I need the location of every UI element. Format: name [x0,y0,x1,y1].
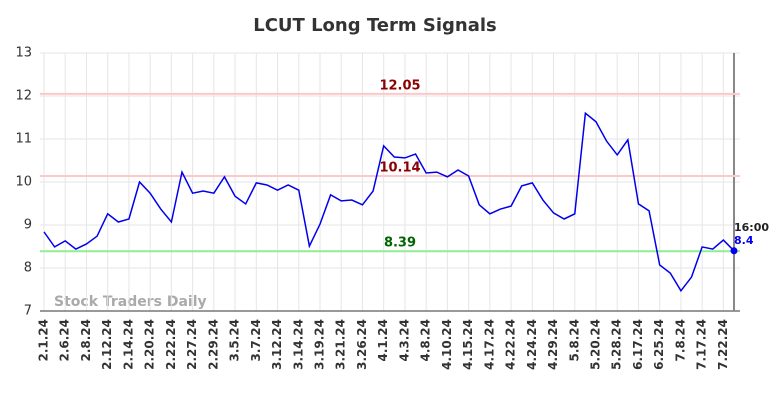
watermark: Stock Traders Daily [54,294,207,310]
x-tick-label: 2.20.24 [143,319,157,370]
end-time: 16:00 [734,221,769,234]
x-tick-label: 7.17.24 [695,319,709,370]
x-tick-label: 3.12.24 [270,319,284,370]
x-tick-label: 4.15.24 [461,319,475,370]
x-tick-label: 2.8.24 [79,319,93,362]
end-label: 8.4 [734,234,754,247]
last-point [730,247,738,255]
x-tick-label: 7.8.24 [673,319,687,362]
y-tick-label: 12 [15,89,32,104]
x-tick-label: 2.22.24 [164,319,178,370]
x-tick-label: 3.21.24 [334,319,348,370]
y-tick-label: 9 [24,218,32,233]
x-tick-label: 6.17.24 [631,319,645,370]
x-tick-label: 2.6.24 [58,319,72,362]
x-tick-label: 4.24.24 [525,319,539,370]
x-tick-label: 2.29.24 [206,319,220,370]
chart-title: LCUT Long Term Signals [253,15,497,36]
price-line [43,111,735,293]
x-tick-label: 2.27.24 [185,319,199,370]
x-tick-label: 3.19.24 [313,319,327,370]
x-tick-label: 2.14.24 [121,319,135,370]
x-tick-label: 5.8.24 [567,319,581,362]
y-tick-label: 11 [15,132,32,147]
x-tick-label: 4.8.24 [419,319,433,362]
x-tick-label: 7.22.24 [716,319,730,370]
x-tick-label: 3.26.24 [355,319,369,370]
y-tick-label: 8 [24,261,32,276]
level-label: 8.39 [384,236,416,251]
x-tick-label: 4.10.24 [440,319,454,370]
x-tick-label: 6.25.24 [652,319,666,370]
x-tick-label: 4.17.24 [482,319,496,370]
y-tick-label: 7 [24,304,32,319]
x-tick-label: 4.3.24 [397,319,411,362]
x-tick-label: 4.29.24 [546,319,560,370]
x-tick-label: 3.5.24 [228,319,242,362]
x-tick-label: 4.1.24 [376,319,390,362]
y-tick-label: 10 [15,175,32,190]
level-label: 12.05 [379,78,420,93]
x-tick-label: 2.12.24 [100,319,114,370]
x-tick-label: 5.28.24 [610,319,624,370]
x-tick-label: 4.22.24 [504,319,518,370]
x-tick-label: 2.1.24 [37,319,51,362]
x-tick-label: 3.14.24 [291,319,305,370]
x-tick-label: 5.20.24 [589,319,603,370]
y-tick-label: 13 [15,46,32,61]
level-label: 10.14 [379,160,420,175]
x-tick-label: 3.7.24 [249,319,263,362]
